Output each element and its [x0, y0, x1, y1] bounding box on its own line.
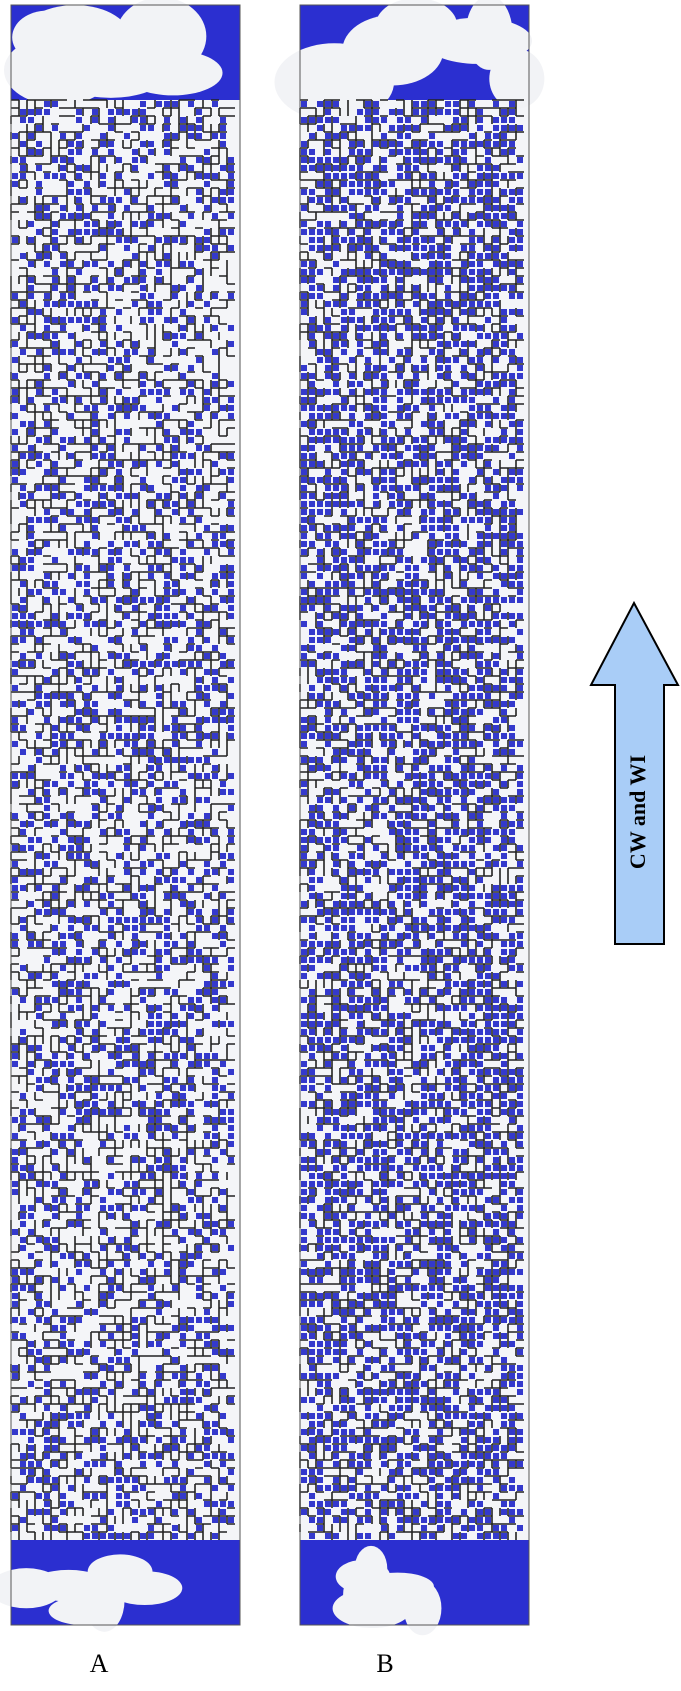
- reservoir-blob: [58, 54, 164, 97]
- figure: A B CW and WI: [0, 0, 681, 1691]
- reservoir-blob: [342, 15, 443, 85]
- panel-label: A: [90, 1649, 109, 1678]
- reservoir-blob: [12, 11, 82, 64]
- micromodel-a: [0, 0, 240, 1632]
- reservoir-blob: [424, 18, 533, 64]
- panel-label: B: [376, 1649, 393, 1678]
- reservoir-blob: [333, 1589, 412, 1628]
- reservoir-blob: [29, 1570, 108, 1602]
- reservoir-blob: [107, 1571, 182, 1605]
- reservoir-blob: [49, 1596, 121, 1625]
- reservoir-blob: [404, 1581, 442, 1635]
- arrow-label: CW and WI: [625, 755, 650, 869]
- micromodel-b: [274, 0, 544, 1635]
